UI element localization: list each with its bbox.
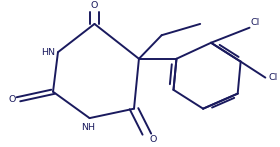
Text: NH: NH xyxy=(81,123,95,132)
Text: O: O xyxy=(91,1,98,10)
Text: Cl: Cl xyxy=(268,73,277,82)
Text: O: O xyxy=(8,95,16,104)
Text: Cl: Cl xyxy=(251,18,260,27)
Text: HN: HN xyxy=(41,48,55,57)
Text: O: O xyxy=(150,136,157,145)
